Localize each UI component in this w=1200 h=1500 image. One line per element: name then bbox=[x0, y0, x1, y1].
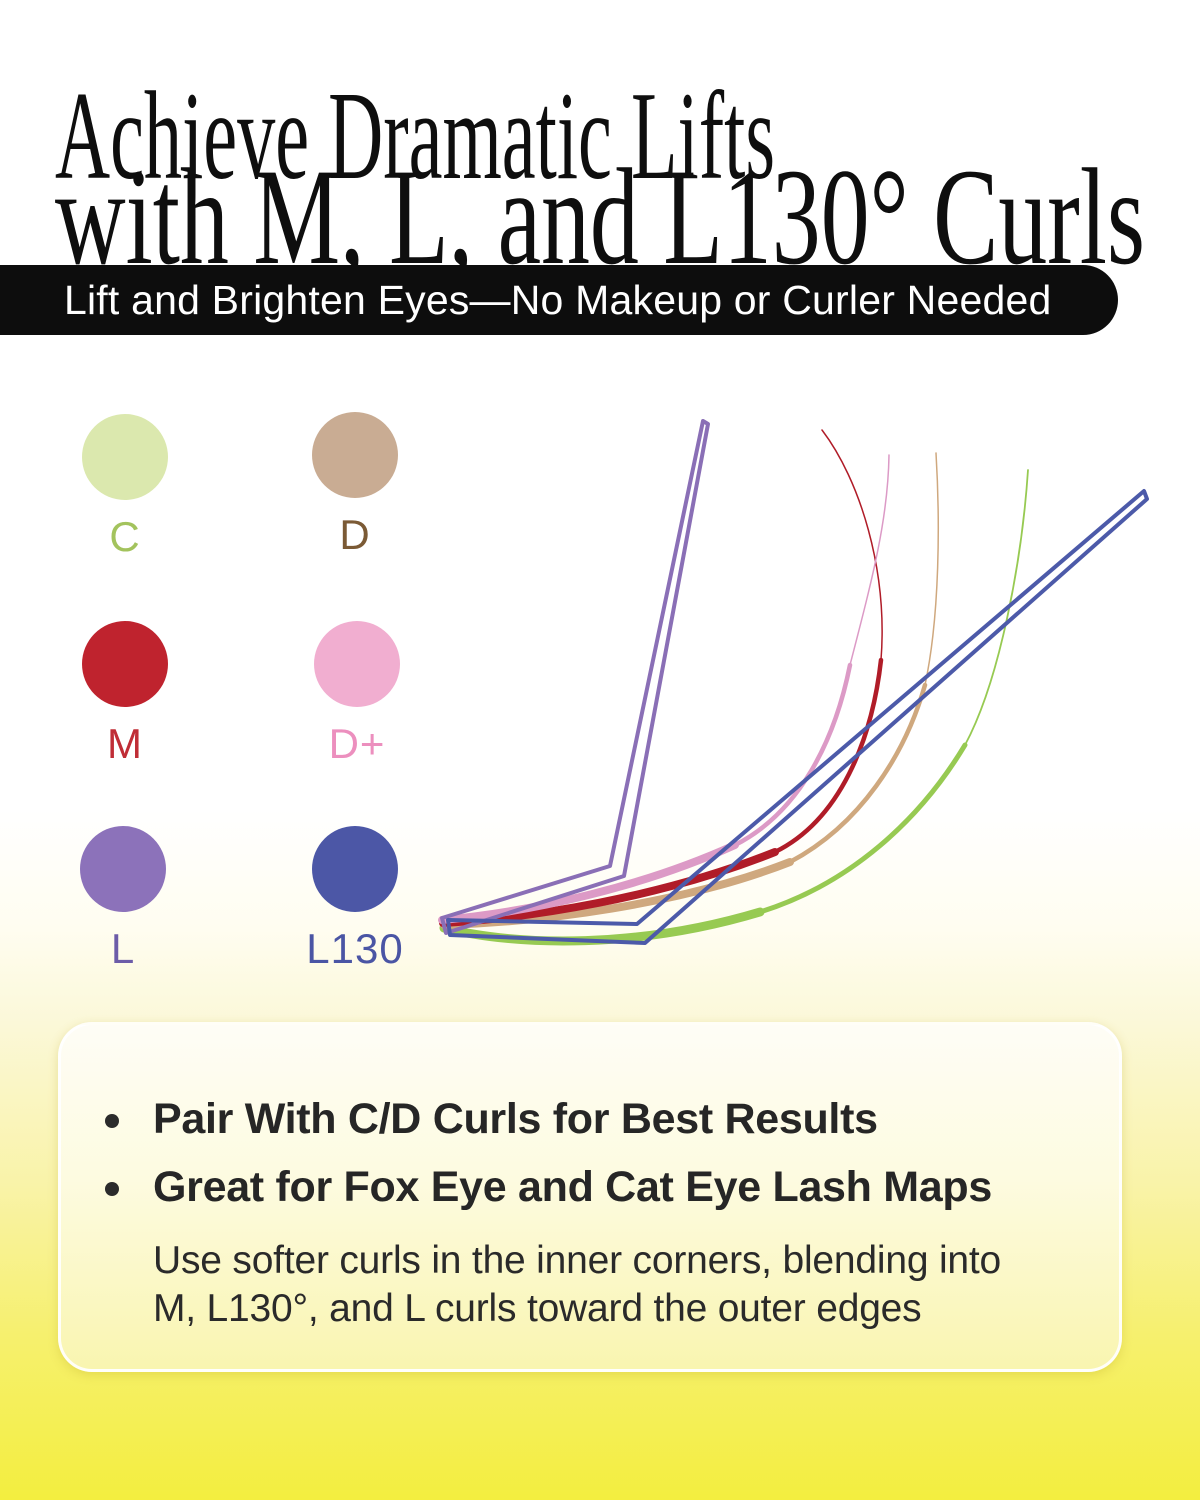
tip-bullet-1: Pair With C/D Curls for Best Results bbox=[105, 1095, 878, 1144]
tip-bullet-1-text: Pair With C/D Curls for Best Results bbox=[153, 1095, 878, 1143]
curl-l130-curve bbox=[446, 489, 1149, 945]
tip-bullet-2: Great for Fox Eye and Cat Eye Lash Maps bbox=[105, 1163, 992, 1212]
curl-l-curve bbox=[440, 419, 710, 935]
tips-card: Pair With C/D Curls for Best Results Gre… bbox=[58, 1022, 1122, 1372]
curl-l130-dot-icon bbox=[312, 826, 398, 912]
curl-d-plus-dot-icon bbox=[314, 621, 400, 707]
title-line-1: Achieve Dramatic Lifts bbox=[55, 67, 775, 206]
bullet-dot-icon bbox=[105, 1182, 119, 1196]
curl-d-plus-curve bbox=[438, 454, 890, 924]
curl-c-label: C bbox=[109, 513, 141, 560]
subtitle-banner: Lift and Brighten Eyes—No Makeup or Curl… bbox=[0, 265, 1118, 335]
curl-m-dot-icon bbox=[82, 621, 168, 707]
curl-m-label: M bbox=[107, 720, 143, 767]
legend-item-c: C bbox=[45, 413, 205, 561]
legend-item-l130: L130 bbox=[275, 825, 435, 973]
curl-l-label: L bbox=[110, 925, 136, 972]
legend-item-l: L bbox=[43, 825, 203, 973]
tips-note-line-1: Use softer curls in the inner corners, b… bbox=[153, 1239, 1002, 1282]
curl-d-label: D bbox=[339, 511, 371, 558]
curl-d-dot-icon bbox=[312, 412, 398, 498]
legend-item-d-plus: D+ bbox=[277, 620, 437, 768]
legend-item-m: M bbox=[45, 620, 205, 768]
tip-bullet-2-text: Great for Fox Eye and Cat Eye Lash Maps bbox=[153, 1163, 992, 1211]
tips-note: Use softer curls in the inner corners, b… bbox=[153, 1237, 1001, 1332]
legend-item-d: D bbox=[275, 411, 435, 559]
curl-c-dot-icon bbox=[82, 414, 168, 500]
bullet-dot-icon bbox=[105, 1114, 119, 1128]
curl-d-plus-label: D+ bbox=[328, 720, 386, 767]
curl-l130-label: L130 bbox=[306, 925, 404, 972]
subtitle-banner-text: Lift and Brighten Eyes—No Makeup or Curl… bbox=[64, 276, 1052, 323]
tips-note-line-2: M, L130°, and L curls toward the outer e… bbox=[153, 1286, 922, 1330]
curl-l-dot-icon bbox=[80, 826, 166, 912]
